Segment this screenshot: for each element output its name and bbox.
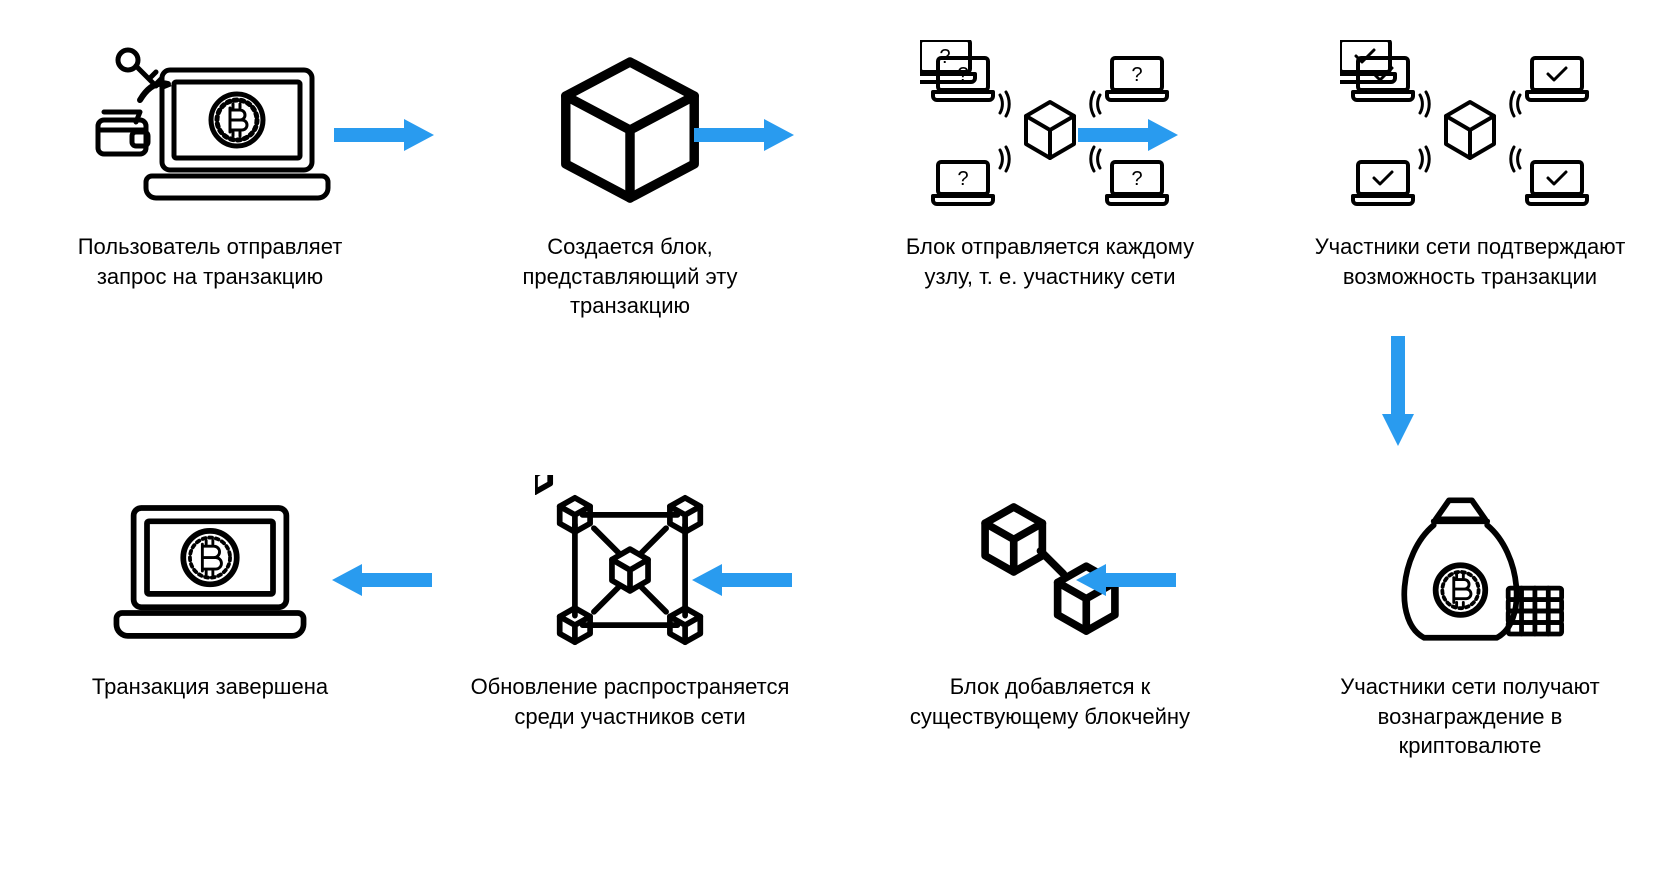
flow-arrow-right bbox=[688, 115, 798, 155]
step-caption: Обновление распространяется среди участн… bbox=[470, 672, 790, 731]
reward-bag-coins-icon bbox=[1340, 480, 1600, 660]
network-validate-check-icon bbox=[1340, 40, 1600, 220]
step-caption: Блок отправляется каждому узлу, т. е. уч… bbox=[890, 232, 1210, 291]
flow-arrow-left bbox=[688, 560, 798, 600]
step-add-to-chain: Блок добавляется к существующему блокчей… bbox=[880, 480, 1220, 731]
flow-arrow-down bbox=[1378, 330, 1418, 450]
step-validate: Участники сети подтверждают возможность … bbox=[1300, 40, 1640, 291]
flow-arrow-left bbox=[1072, 560, 1182, 600]
step-reward: Участники сети получают вознаграждение в… bbox=[1300, 480, 1640, 761]
flow-row-bottom: Транзакция завершена bbox=[0, 480, 1680, 761]
flow-arrow-left bbox=[328, 560, 438, 600]
step-caption: Участники сети получают вознаграждение в… bbox=[1310, 672, 1630, 761]
step-block-created: Создается блок, представляющий эту транз… bbox=[460, 40, 800, 321]
step-caption: Блок добавляется к существующему блокчей… bbox=[890, 672, 1210, 731]
step-caption: Транзакция завершена bbox=[92, 672, 328, 702]
flow-arrow-right bbox=[1072, 115, 1182, 155]
step-caption: Пользователь отправляет запрос на транза… bbox=[50, 232, 370, 291]
step-broadcast: ? Блок отправляется каждому узлу, т bbox=[880, 40, 1220, 291]
step-caption: Участники сети подтверждают возможность … bbox=[1310, 232, 1630, 291]
flow-arrow-right bbox=[328, 115, 438, 155]
laptop-bitcoin-wallet-icon bbox=[80, 40, 340, 220]
step-user-request: Пользователь отправляет запрос на транза… bbox=[40, 40, 380, 291]
step-distribute: Обновление распространяется среди участн… bbox=[460, 480, 800, 731]
laptop-bitcoin-icon bbox=[80, 480, 340, 660]
flow-row-top: Пользователь отправляет запрос на транза… bbox=[0, 40, 1680, 321]
step-caption: Создается блок, представляющий эту транз… bbox=[470, 232, 790, 321]
